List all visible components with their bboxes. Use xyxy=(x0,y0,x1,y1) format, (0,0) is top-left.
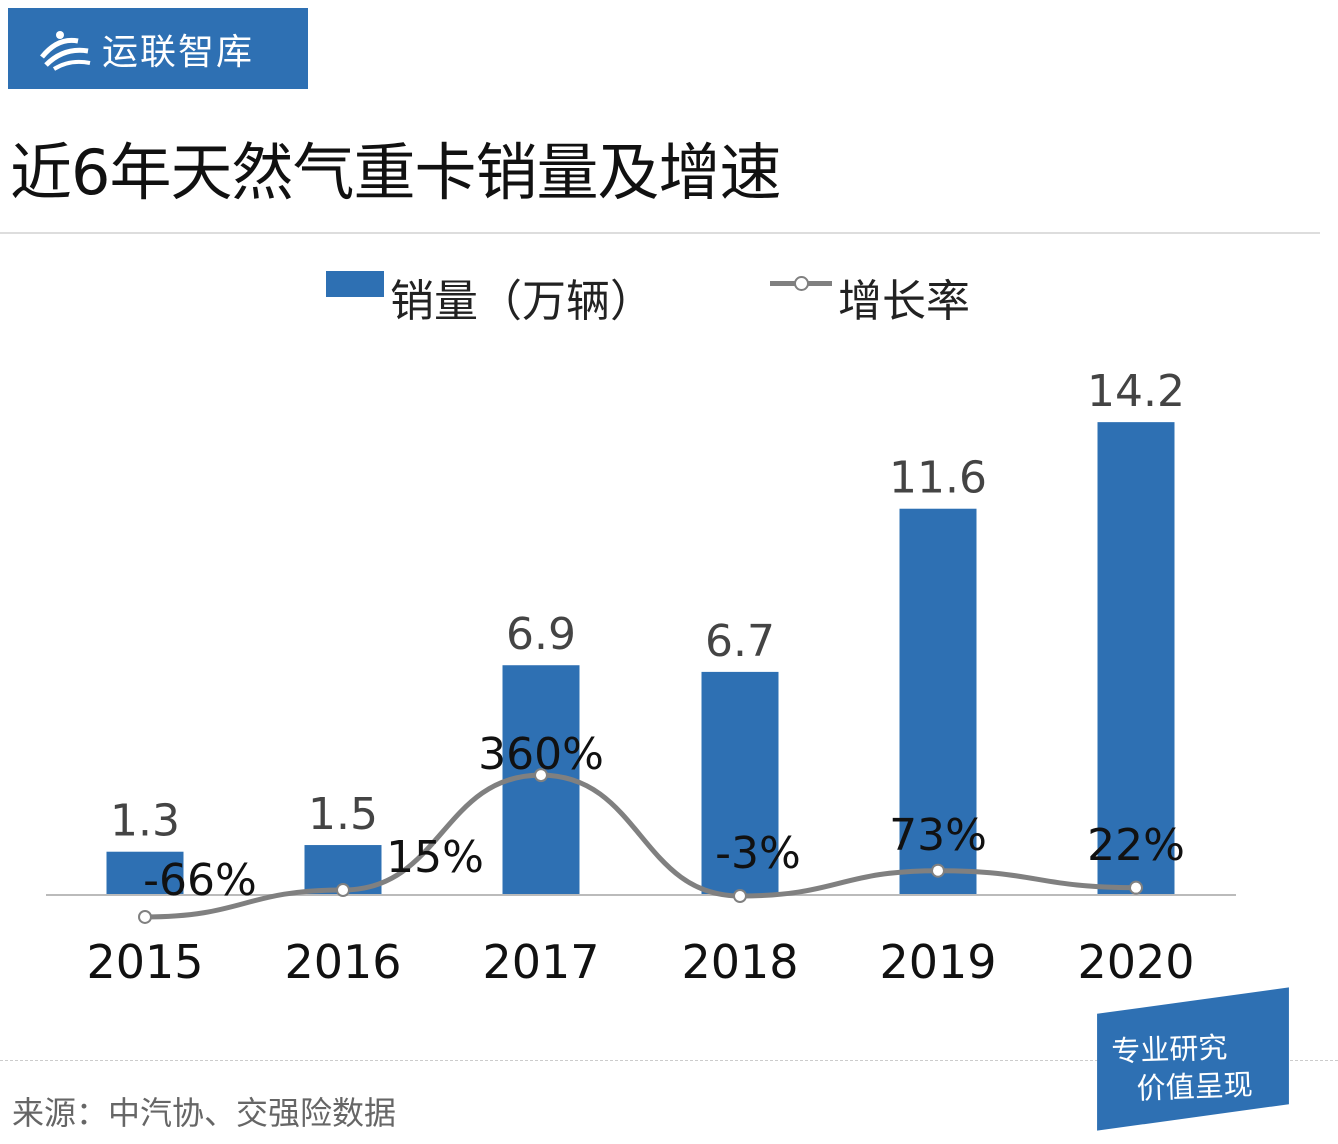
badge-text: 专业研究 价值呈现 xyxy=(1111,1028,1254,1109)
growth-value-label: 73% xyxy=(889,810,987,861)
growth-value-label: 22% xyxy=(1087,820,1185,871)
divider xyxy=(0,232,1320,234)
page-title: 近6年天然气重卡销量及增速 xyxy=(10,136,781,209)
growth-point-2017 xyxy=(534,768,548,783)
x-tick-label: 2015 xyxy=(86,935,203,989)
growth-point-2015 xyxy=(138,909,152,924)
bar-value-label: 1.3 xyxy=(110,796,180,847)
x-tick-label: 2016 xyxy=(284,935,401,989)
growth-value-label: -66% xyxy=(143,855,257,906)
legend: 销量（万辆） 增长率 xyxy=(0,265,1338,327)
legend-bar-swatch xyxy=(326,271,384,297)
badge-line1: 专业研究 xyxy=(1110,1030,1228,1069)
footer-divider xyxy=(0,1060,1338,1061)
growth-point-2019 xyxy=(931,863,945,878)
bar-value-label: 6.7 xyxy=(705,616,775,667)
legend-bar-label: 销量（万辆） xyxy=(390,276,654,327)
bar-2020 xyxy=(1097,422,1175,895)
bar-value-label: 1.5 xyxy=(308,789,378,840)
brand-logo: 运联智库 xyxy=(8,8,308,89)
growth-point-2020 xyxy=(1129,880,1143,895)
legend-line-label: 增长率 xyxy=(838,276,970,327)
bar-value-label: 11.6 xyxy=(889,453,987,504)
x-tick-label: 2019 xyxy=(879,935,996,989)
bar-value-label: 14.2 xyxy=(1087,366,1185,417)
bar-2019 xyxy=(899,508,977,895)
growth-line xyxy=(144,772,1137,920)
legend-line-marker xyxy=(794,276,809,291)
bar-2015 xyxy=(106,851,184,895)
x-tick-label: 2017 xyxy=(482,935,599,989)
bar-value-label: 6.9 xyxy=(506,609,576,660)
growth-point-2018 xyxy=(733,888,747,903)
logo-swirl-icon xyxy=(40,30,91,71)
bar-2018 xyxy=(701,671,779,895)
badge-line2: 价值呈现 xyxy=(1136,1067,1254,1106)
growth-value-label: 15% xyxy=(386,832,484,883)
x-tick-label: 2018 xyxy=(681,935,798,989)
growth-value-label: -3% xyxy=(715,828,801,879)
x-tick-label: 2020 xyxy=(1077,935,1194,989)
brand-name: 运联智库 xyxy=(102,31,255,73)
growth-point-2016 xyxy=(336,883,350,898)
source-note: 来源：中汽协、交强险数据 xyxy=(12,1094,397,1132)
growth-value-label: 360% xyxy=(478,729,604,780)
